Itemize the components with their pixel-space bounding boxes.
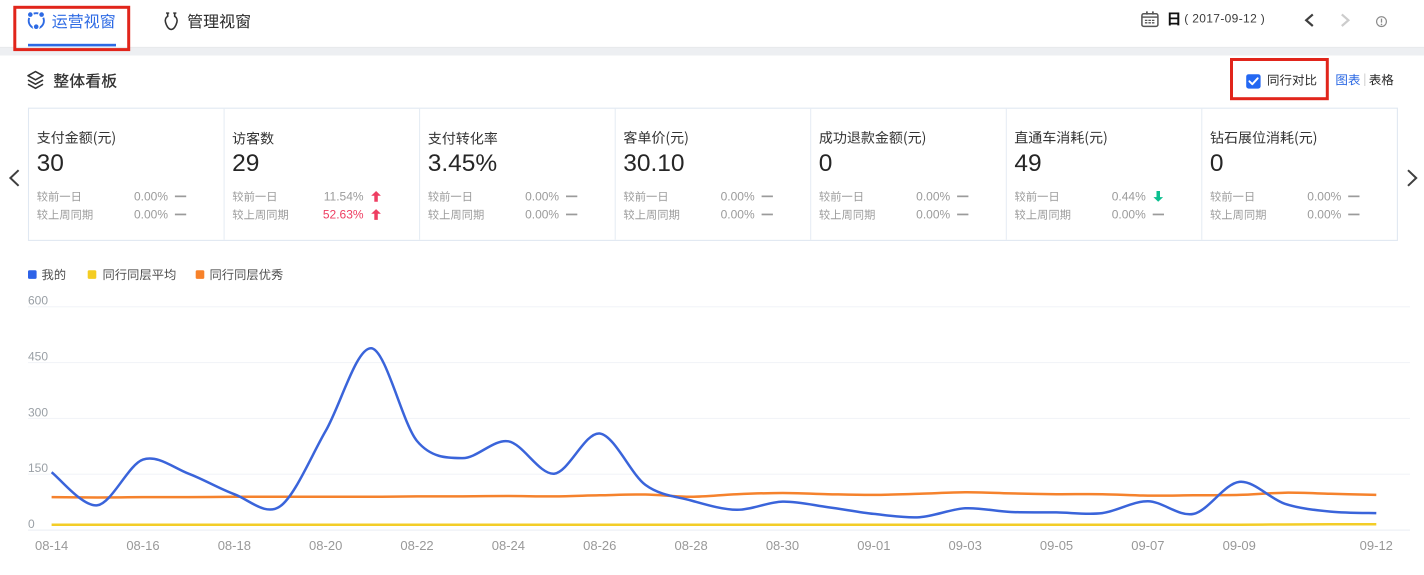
svg-text:0.00%: 0.00% [1307,208,1341,222]
svg-text:08-28: 08-28 [674,538,707,553]
svg-text:08-30: 08-30 [766,538,799,553]
svg-text:600: 600 [28,294,48,308]
svg-text:29: 29 [232,150,259,177]
svg-text:52.63%: 52.63% [323,208,364,222]
svg-text:0: 0 [819,150,833,177]
svg-text:0.00%: 0.00% [1112,208,1146,222]
svg-text:08-26: 08-26 [583,538,616,553]
svg-text:08-22: 08-22 [400,538,433,553]
svg-text:49: 49 [1014,150,1041,177]
svg-text:0.44%: 0.44% [1112,190,1146,204]
svg-text:0: 0 [1210,150,1224,177]
svg-text:0.00%: 0.00% [721,190,755,204]
svg-text:0.00%: 0.00% [134,190,168,204]
svg-text:0: 0 [28,517,35,531]
svg-text:0.00%: 0.00% [525,208,559,222]
svg-text:0.00%: 0.00% [134,208,168,222]
svg-text:08-20: 08-20 [309,538,342,553]
svg-text:450: 450 [28,350,48,364]
svg-text:0.00%: 0.00% [916,190,950,204]
svg-text:30.10: 30.10 [623,150,684,177]
svg-text:0.00%: 0.00% [1307,190,1341,204]
svg-text:0.00%: 0.00% [721,208,755,222]
svg-text:09-05: 09-05 [1040,538,1073,553]
svg-text:08-18: 08-18 [218,538,251,553]
svg-text:30: 30 [37,150,64,177]
svg-text:0.00%: 0.00% [525,190,559,204]
svg-text:11.54%: 11.54% [324,190,364,204]
svg-text:( 2017-09-12 ): ( 2017-09-12 ) [1184,12,1265,26]
svg-text:09-01: 09-01 [857,538,890,553]
svg-text:08-16: 08-16 [126,538,159,553]
svg-text:0.00%: 0.00% [916,208,950,222]
svg-text:09-12: 09-12 [1360,538,1393,553]
svg-text:08-24: 08-24 [492,538,525,553]
svg-text:08-14: 08-14 [35,538,68,553]
svg-text:150: 150 [28,461,48,475]
svg-text:300: 300 [28,405,48,419]
svg-text:09-09: 09-09 [1223,538,1256,553]
svg-text:09-03: 09-03 [949,538,982,553]
svg-text:09-07: 09-07 [1131,538,1164,553]
svg-text:3.45%: 3.45% [428,150,497,177]
